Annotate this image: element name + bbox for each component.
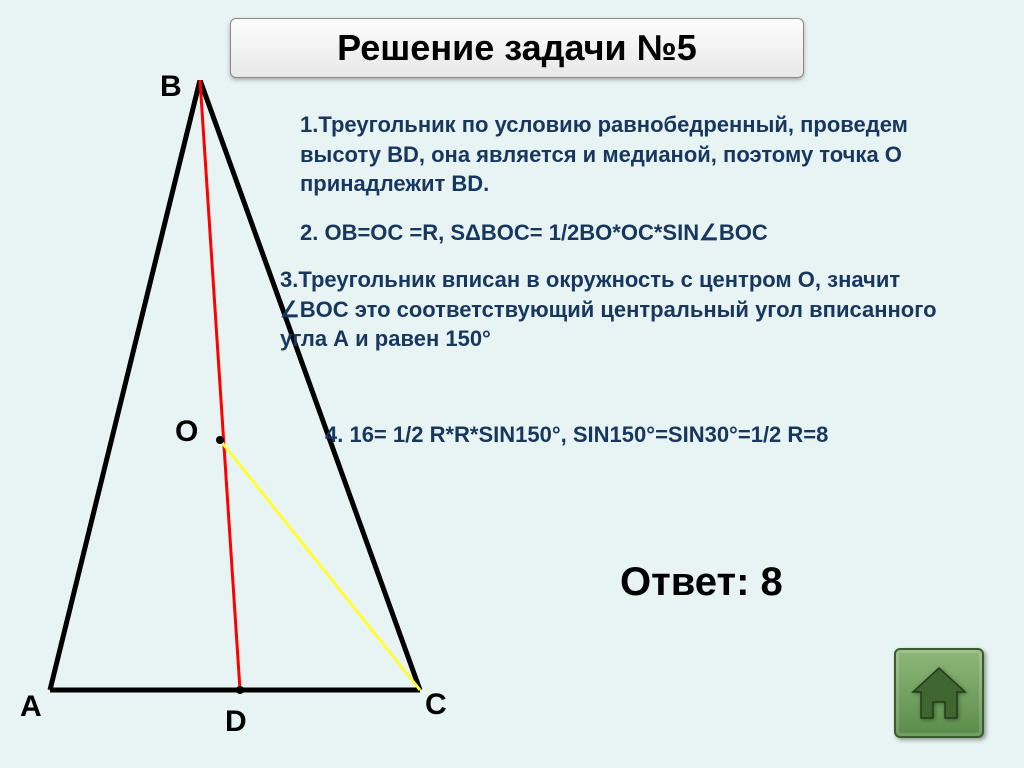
label-C: C xyxy=(425,688,447,722)
label-O: O xyxy=(175,415,198,449)
home-icon xyxy=(909,666,969,721)
answer-text: Ответ: 8 xyxy=(620,560,783,605)
home-button[interactable] xyxy=(894,648,984,738)
step-3: 3.Треугольник вписан в окружность с цент… xyxy=(280,265,970,354)
page-title: Решение задачи №5 xyxy=(230,18,804,78)
label-D: D xyxy=(225,705,247,739)
step-2: 2. ОВ=ОС =R, SΔBОС= 1/2BO*OC*SIN∠BOC xyxy=(300,218,960,248)
label-A: A xyxy=(20,690,42,724)
title-text: Решение задачи №5 xyxy=(337,27,697,68)
step-4: 4. 16= 1/2 R*R*SIN150°, SIN150°=SIN30°=1… xyxy=(325,420,945,450)
label-B: B xyxy=(160,70,182,104)
step-1: 1.Треугольник по условию равнобедренный,… xyxy=(300,110,940,199)
